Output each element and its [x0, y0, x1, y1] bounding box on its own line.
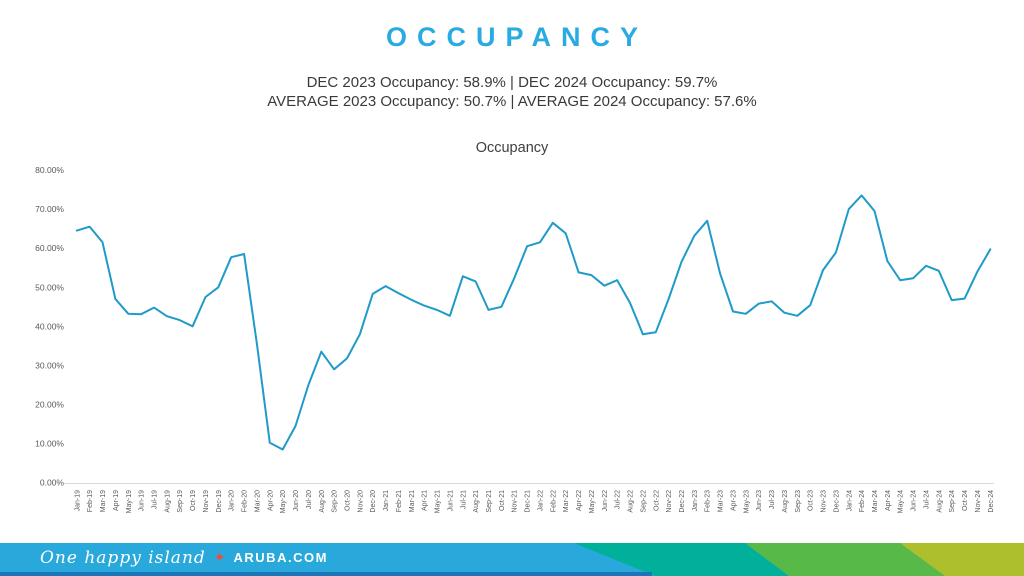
x-axis-tick-label: Aug-23	[782, 490, 789, 513]
footer-tagline: One happy island	[40, 547, 206, 568]
x-axis-tick-label: Nov-23	[821, 490, 828, 513]
x-axis-tick-label: Mar-19	[100, 490, 107, 512]
y-axis-tick-label: 10.00%	[35, 439, 64, 449]
x-axis-tick-label: Nov-22	[666, 490, 673, 513]
x-axis-tick-label: Oct-19	[190, 490, 197, 511]
x-axis-tick-label: Aug-21	[473, 490, 480, 513]
x-axis-tick-label: Dec-24	[988, 490, 995, 513]
y-axis-tick-label: 80.00%	[35, 165, 64, 175]
x-axis-tick-label: Oct-23	[808, 490, 815, 511]
x-axis-tick-label: Jul-22	[615, 490, 622, 509]
footer-brand-lockup: One happy island ✦ ARUBA.COM	[40, 543, 328, 572]
y-axis-tick-label: 70.00%	[35, 204, 64, 214]
subtitle-average-comparison: AVERAGE 2023 Occupancy: 50.7% | AVERAGE …	[267, 93, 757, 110]
y-axis-tick-label: 30.00%	[35, 360, 64, 370]
x-axis-tick-label: Jul-20	[306, 490, 313, 509]
x-axis-tick-label: May-19	[126, 490, 133, 513]
footer-brand-url: ARUBA.COM	[233, 550, 328, 565]
x-axis-tick-label: Oct-20	[345, 490, 352, 511]
y-axis-tick-label: 0.00%	[40, 478, 65, 488]
x-axis-tick-label: Jul-24	[924, 490, 931, 509]
occupancy-line-series	[75, 194, 992, 451]
subtitle-dec-comparison: DEC 2023 Occupancy: 58.9% | DEC 2024 Occ…	[306, 74, 718, 91]
x-axis-tick-label: Jul-21	[460, 490, 467, 509]
x-axis-tick-label: Mar-22	[563, 490, 570, 512]
x-axis-tick-label: May-24	[898, 490, 905, 513]
y-axis-tick-label: 20.00%	[35, 400, 64, 410]
x-axis-tick-label: Jun-21	[447, 490, 454, 512]
x-axis-tick-label: Aug-24	[936, 490, 943, 513]
x-axis-tick-label: Mar-24	[872, 490, 879, 512]
footer-banner: One happy island ✦ ARUBA.COM	[0, 543, 1024, 576]
x-axis-tick-label: Mar-23	[718, 490, 725, 512]
x-axis-tick-label: Apr-21	[422, 490, 429, 511]
x-axis-tick-label: Sep-21	[486, 490, 493, 513]
y-axis-tick-label: 40.00%	[35, 321, 64, 331]
x-axis-tick-label: May-21	[435, 490, 442, 513]
x-axis-tick-label: Mar-20	[254, 490, 261, 512]
x-axis-tick-label: Feb-21	[396, 490, 403, 512]
x-axis-tick-label: Dec-21	[525, 490, 532, 513]
x-axis-tick-label: Jul-19	[152, 490, 159, 509]
y-axis-tick-label: 60.00%	[35, 243, 64, 253]
x-axis-tick-label: Jan-19	[74, 490, 81, 512]
x-axis-tick-label: Dec-19	[216, 490, 223, 513]
x-axis-tick-label: Apr-20	[267, 490, 274, 511]
x-axis-tick-label: Nov-24	[975, 490, 982, 513]
x-axis-tick-label: Jun-20	[293, 490, 300, 512]
x-axis-tick-label: May-23	[743, 490, 750, 513]
x-axis-tick-label: Oct-22	[653, 490, 660, 511]
x-axis-tick-label: Jun-24	[911, 490, 918, 512]
x-axis-tick-label: Jan-23	[692, 490, 699, 512]
x-axis-tick-label: Sep-20	[332, 490, 339, 513]
x-axis-tick-label: Apr-23	[731, 490, 738, 511]
x-axis-tick-label: Jun-22	[602, 490, 609, 512]
x-axis-tick-label: Feb-23	[705, 490, 712, 512]
x-axis-tick-label: Dec-20	[370, 490, 377, 513]
y-axis-tick-label: 50.00%	[35, 282, 64, 292]
x-axis-tick-label: Sep-23	[795, 490, 802, 513]
x-axis-tick-label: Jan-22	[538, 490, 545, 512]
x-axis-tick-label: Nov-21	[512, 490, 519, 513]
x-axis-tick-label: Sep-22	[640, 490, 647, 513]
x-axis-tick-label: Jan-24	[846, 490, 853, 512]
chart-title: Occupancy	[475, 140, 549, 156]
x-axis-tick-label: Jun-19	[139, 490, 146, 512]
x-axis-tick-label: Nov-19	[203, 490, 210, 513]
x-axis-tick-label: Nov-20	[357, 490, 364, 513]
x-axis-tick-label: Apr-22	[576, 490, 583, 511]
x-axis-tick-label: Oct-24	[962, 490, 969, 511]
x-axis-tick-label: May-20	[280, 490, 287, 513]
x-axis-tick-label: Apr-19	[113, 490, 120, 511]
x-axis-tick-label: Apr-24	[885, 490, 892, 511]
x-axis-tick-label: Mar-21	[409, 490, 416, 512]
x-axis-tick-label: Feb-20	[242, 490, 249, 512]
star-icon: ✦	[213, 549, 226, 565]
x-axis-tick-label: Sep-24	[949, 490, 956, 513]
x-axis-tick-label: Aug-19	[164, 490, 171, 513]
x-axis-tick-label: Dec-23	[833, 490, 840, 513]
x-axis-tick-label: Sep-19	[177, 490, 184, 513]
x-axis-tick-label: May-22	[589, 490, 596, 513]
x-axis-tick-label: Oct-21	[499, 490, 506, 511]
x-axis-tick-label: Jan-21	[383, 490, 390, 512]
x-axis-tick-label: Feb-24	[859, 490, 866, 512]
x-axis-tick-label: Aug-22	[628, 490, 635, 513]
x-axis-tick-label: Feb-22	[550, 490, 557, 512]
x-axis-tick-label: Jul-23	[769, 490, 776, 509]
x-axis-tick-label: Dec-22	[679, 490, 686, 513]
x-axis-tick-label: Aug-20	[319, 490, 326, 513]
x-axis-tick-label: Jun-23	[756, 490, 763, 512]
x-axis-tick-label: Jan-20	[229, 490, 236, 512]
footer-dark-blue-strip	[0, 572, 652, 576]
page-title: OCCUPANCY	[385, 22, 648, 52]
occupancy-chart-svg: 0.00% 10.00% 20.00% 30.00% 40.00% 50.00% 60.00…	[35, 165, 995, 513]
x-axis-tick-label: Feb-19	[87, 490, 94, 512]
